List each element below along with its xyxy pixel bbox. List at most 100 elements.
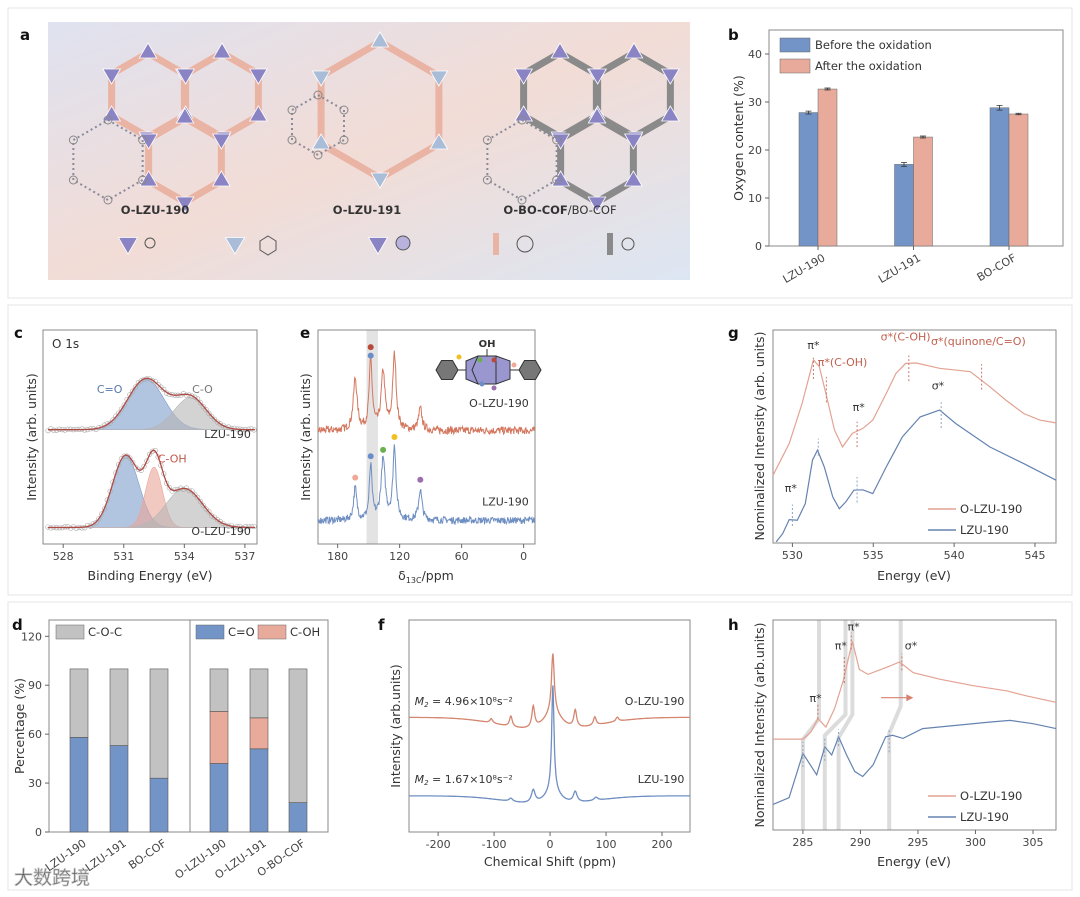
legend-triangle-lightblue xyxy=(224,237,246,255)
e-phenyl-ring-icon xyxy=(435,359,459,381)
h-ylabel: Nominalized Intensity (arb.units) xyxy=(752,623,767,828)
c-data-point xyxy=(214,517,220,523)
c-data-point xyxy=(90,521,96,527)
lzu191-ring-node-triangle xyxy=(370,172,390,189)
c-xtick-label: 537 xyxy=(234,550,255,563)
c-data-point xyxy=(197,499,204,505)
c-data-point xyxy=(107,420,113,426)
c-data-point xyxy=(192,394,198,400)
c-data-point xyxy=(195,396,201,402)
lzu191-molecular-molecule-node xyxy=(287,105,297,115)
legend-bar-pink xyxy=(493,233,499,255)
bocof-molecular-molecule-node xyxy=(552,135,562,145)
f-xtick-label: 200 xyxy=(652,838,673,851)
f-moment-value: = 4.96×10⁸s⁻² xyxy=(429,695,513,708)
h-xlabel: Energy (eV) xyxy=(877,854,951,869)
c-data-point xyxy=(124,396,130,403)
bocof-b-node-triangle xyxy=(660,68,680,85)
d-bar-O-LZU-190-C=O xyxy=(209,763,229,833)
f-xtick-label: -200 xyxy=(426,838,451,851)
e-inset-carbon-dot xyxy=(456,354,462,360)
c-data-point xyxy=(180,391,187,397)
d-bar-LZU-191-C=O xyxy=(109,745,129,833)
f-moment-value: = 1.67×10⁸s⁻² xyxy=(429,773,513,786)
c-data-point xyxy=(110,417,116,423)
lzu191-molecular-molecule-node xyxy=(287,135,297,145)
g-peak-annotation: π* xyxy=(807,339,820,352)
lzu190-b-node-triangle xyxy=(248,105,268,122)
panel-letter-b: b xyxy=(728,26,739,44)
bocof-molecular-molecule-node xyxy=(517,115,527,125)
c-data-point xyxy=(152,378,158,385)
h-xtick-label: 285 xyxy=(792,836,813,849)
c-data-point xyxy=(206,509,212,515)
c-data-point xyxy=(147,451,153,457)
h-peak-shift-band xyxy=(800,620,821,830)
f-second-moment-label: M2 = 4.96×10⁸s⁻² xyxy=(415,695,513,709)
lzu190-c-node-triangle xyxy=(175,107,195,124)
b-ytick-label: 20 xyxy=(748,144,762,157)
g-spectrum-LZU-190 xyxy=(775,409,1057,543)
bocof-c-node-triangle xyxy=(587,196,607,213)
panel-letter-d: d xyxy=(12,616,23,634)
c-title: O 1s xyxy=(52,337,79,351)
c-data-point xyxy=(45,428,51,434)
lzu190-a-node-triangle xyxy=(102,68,122,85)
c-data-point xyxy=(197,400,204,406)
g-axes-frame xyxy=(772,329,1057,544)
c-data-point xyxy=(130,388,136,394)
d-bar-O-BO-COF-C=O xyxy=(288,802,308,833)
legend-bar-gray xyxy=(607,233,613,255)
c-data-point xyxy=(73,525,79,531)
f-xtick-label: 100 xyxy=(596,838,617,851)
b-error-bar xyxy=(901,162,907,167)
e-molecule-inset: OH xyxy=(435,339,542,391)
d-ylabel: Percentage (%) xyxy=(12,678,27,774)
d-bar-O-LZU-191-C=O xyxy=(249,748,269,833)
c-data-point xyxy=(115,410,122,416)
legend-molecule-oxazole-icon xyxy=(395,235,411,251)
c-sample-label: O-LZU-190 xyxy=(191,525,251,538)
h-xtick-label: 290 xyxy=(850,836,871,849)
c-data-point xyxy=(206,410,212,416)
e-ylabel: Intensity (arb. units) xyxy=(298,373,313,501)
d-bar-BO-COF-C-O-C xyxy=(149,668,169,779)
c-sample-label: LZU-190 xyxy=(204,428,251,441)
e-spectrum-LZU-190 xyxy=(317,444,536,526)
c-data-point xyxy=(200,404,206,410)
g-peak-annotation: π* xyxy=(785,482,798,495)
lzu190-molecular-molecule-node xyxy=(103,195,113,205)
lzu190-c-node-triangle xyxy=(139,170,159,187)
e-oh-label: OH xyxy=(479,339,496,350)
panel-letter-c: c xyxy=(14,324,23,342)
bocof-b-node-triangle xyxy=(624,42,644,59)
d-legend-swatch xyxy=(195,624,225,640)
lzu191-ring-node-triangle xyxy=(370,31,390,48)
c-data-point xyxy=(121,402,127,408)
bocof-molecular-ring xyxy=(486,118,558,202)
g-peak-annotation: σ*(C-OH) xyxy=(881,331,931,344)
b-legend-swatch xyxy=(779,37,811,53)
d-legend-label: C-OH xyxy=(290,625,320,639)
c-data-point xyxy=(65,524,71,530)
e-axes-frame xyxy=(317,329,536,545)
e-bonds xyxy=(458,349,519,371)
c-data-point xyxy=(245,524,251,530)
c-xtick-label: 534 xyxy=(174,550,195,563)
c-data-point xyxy=(242,523,249,530)
c-data-point xyxy=(240,525,246,531)
d-bar-O-LZU-191-C-O-C xyxy=(249,668,269,719)
d-bar-BO-COF-C=O xyxy=(149,777,169,833)
c-data-point xyxy=(96,516,102,522)
d-bar-O-LZU-190-C-O-C xyxy=(209,668,229,712)
f-moment-symbol: M xyxy=(415,773,425,786)
f-moment-sub: 2 xyxy=(424,701,429,709)
lzu190-b-node-triangle xyxy=(248,68,268,85)
b-bar-LZU-190-after xyxy=(817,88,838,247)
e-xtick-label: 0 xyxy=(520,550,527,563)
lzu191-molecular-molecule-node xyxy=(339,105,349,115)
lzu190-molecular-molecule-node xyxy=(103,115,113,125)
d-legend-swatch xyxy=(257,624,287,640)
e-carbon-marker-dot xyxy=(380,446,387,453)
d-ytick-label: 60 xyxy=(28,728,42,741)
